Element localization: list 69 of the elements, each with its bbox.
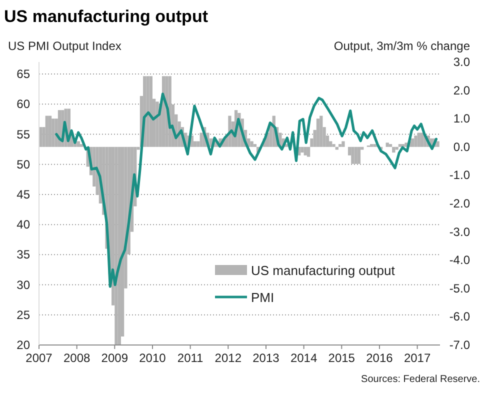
x-tick-label: 2008 xyxy=(63,351,90,365)
y-tick-label: 55 xyxy=(16,127,30,142)
x-tick-label: 2016 xyxy=(366,351,394,365)
bar xyxy=(306,146,310,157)
y-tick-label: 60 xyxy=(16,97,30,112)
bar xyxy=(338,144,342,147)
bar xyxy=(357,146,361,164)
y2-tick-label: 1.0 xyxy=(453,112,470,126)
bar xyxy=(392,146,396,153)
bar xyxy=(386,142,389,147)
bar xyxy=(45,116,48,147)
bar xyxy=(398,144,402,147)
y2-tick-label: -7.0 xyxy=(449,338,470,352)
source-note: Sources: Federal Reserve. xyxy=(361,374,480,385)
y2-tick-label: -2.0 xyxy=(449,196,470,210)
bar xyxy=(420,132,424,147)
y-tick-label: 40 xyxy=(16,218,30,232)
line-series xyxy=(55,92,438,288)
bar xyxy=(410,138,414,147)
chart-title: US manufacturing output xyxy=(4,7,208,26)
x-tick-label: 2012 xyxy=(214,351,242,365)
x-tick-label: 2010 xyxy=(139,351,166,365)
bar xyxy=(114,146,118,345)
bar xyxy=(395,146,398,150)
bar xyxy=(300,146,304,153)
y2-tick-label: -4.0 xyxy=(449,253,470,268)
y2-axis-title: Output, 3m/3m % change xyxy=(334,39,470,53)
x-tick-label: 2013 xyxy=(252,351,280,365)
x-tick-label: 2009 xyxy=(101,351,128,365)
bar xyxy=(436,141,440,147)
y2-tick-label: 2.0 xyxy=(453,83,470,98)
bar xyxy=(370,144,374,147)
bar xyxy=(76,141,80,147)
x-tick-label: 2014 xyxy=(290,351,318,365)
bar xyxy=(342,141,345,147)
bar xyxy=(253,144,257,147)
legend-label: US manufacturing output xyxy=(251,263,396,278)
x-tick-label: 2007 xyxy=(26,351,53,365)
bar xyxy=(250,141,254,147)
bar xyxy=(373,144,376,147)
x-tick-label: 2011 xyxy=(177,351,204,365)
y-tick-label: 30 xyxy=(16,278,30,292)
bar xyxy=(351,146,354,164)
y2-tick-label: -6.0 xyxy=(449,310,470,324)
y2-tick-label: 0.0 xyxy=(453,140,470,154)
y2-tick-label: -1.0 xyxy=(449,168,470,182)
bar xyxy=(332,144,336,147)
x-tick-label: 2017 xyxy=(404,351,431,365)
y2-tick-label: -3.0 xyxy=(449,224,470,239)
bar xyxy=(146,76,150,147)
bar xyxy=(304,146,307,156)
y-tick-label: 45 xyxy=(16,187,30,202)
bar xyxy=(414,136,418,147)
x-tick-label: 2015 xyxy=(328,351,356,365)
y-tick-label: 20 xyxy=(16,338,30,352)
bar xyxy=(156,102,159,147)
y-tick-label: 50 xyxy=(16,157,30,172)
y2-tick-label: 3.0 xyxy=(453,55,470,69)
y-tick-label: 65 xyxy=(16,67,30,82)
bar xyxy=(320,116,323,147)
y-tick-label: 25 xyxy=(16,308,30,322)
bar xyxy=(388,144,392,147)
legend-label: PMI xyxy=(251,290,274,305)
y-axis-title: US PMI Output Index xyxy=(8,39,122,53)
bar xyxy=(80,144,84,147)
bar xyxy=(316,118,320,147)
y2-tick-label: -5.0 xyxy=(449,281,470,296)
y-tick-label: 35 xyxy=(16,248,30,262)
bar xyxy=(149,76,152,147)
